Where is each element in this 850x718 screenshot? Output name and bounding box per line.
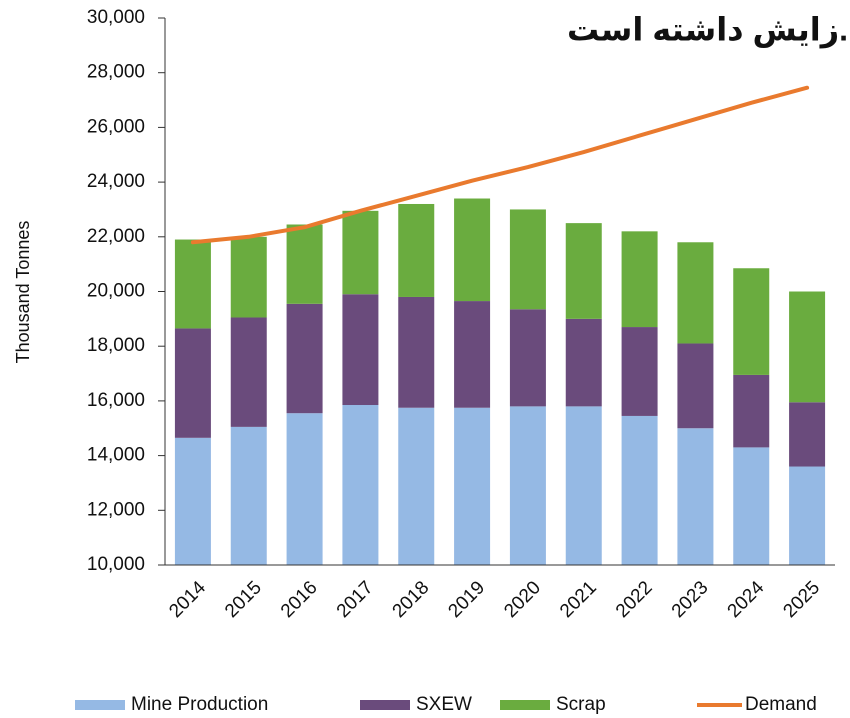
bar-segment bbox=[509, 309, 546, 407]
bar-segment bbox=[565, 318, 602, 407]
bar-segment bbox=[621, 415, 658, 565]
bar-segment bbox=[174, 239, 211, 329]
bar-segment bbox=[677, 242, 714, 344]
bar-segment bbox=[789, 291, 826, 403]
y-tick-label: 18,000 bbox=[87, 335, 145, 356]
bar-segment bbox=[454, 301, 491, 408]
legend-label: SXEW bbox=[416, 694, 472, 715]
bar-segment bbox=[230, 426, 267, 565]
bar-segment bbox=[342, 210, 379, 295]
bar-segment bbox=[677, 343, 714, 429]
bar-segment bbox=[733, 447, 770, 565]
bar-segment bbox=[454, 198, 491, 302]
bar-segment bbox=[286, 224, 323, 304]
bar-segment bbox=[398, 296, 435, 408]
y-tick-label: 14,000 bbox=[87, 445, 145, 466]
bar-segment bbox=[789, 466, 826, 565]
bar-segment bbox=[230, 236, 267, 318]
chart-title: زایش داشته است. bbox=[567, 11, 848, 48]
bar-segment bbox=[286, 303, 323, 414]
bar-segment bbox=[454, 407, 491, 565]
bar-segment bbox=[733, 374, 770, 448]
y-axis-label: Thousand Tonnes bbox=[13, 221, 33, 364]
bar-segment bbox=[733, 268, 770, 375]
y-tick-label: 16,000 bbox=[87, 390, 145, 411]
bar-segment bbox=[174, 328, 211, 438]
bar-segment bbox=[174, 437, 211, 565]
bar-segment bbox=[789, 402, 826, 467]
y-tick-label: 24,000 bbox=[87, 171, 145, 192]
legend-swatch bbox=[75, 700, 125, 710]
bar-segment bbox=[342, 405, 379, 565]
y-tick-label: 30,000 bbox=[87, 7, 145, 28]
y-tick-label: 10,000 bbox=[87, 554, 145, 575]
bar-segment bbox=[342, 294, 379, 406]
bar-segment bbox=[509, 406, 546, 565]
y-tick-label: 20,000 bbox=[87, 281, 145, 302]
legend-swatch bbox=[500, 700, 550, 710]
line bbox=[190, 85, 810, 245]
legend-label: Demand bbox=[745, 694, 817, 715]
bar-segment bbox=[398, 203, 435, 297]
bar-segment bbox=[565, 223, 602, 319]
y-tick-label: 22,000 bbox=[87, 226, 145, 247]
bar-segment bbox=[621, 231, 658, 328]
legend-label: Scrap bbox=[556, 694, 606, 715]
y-tick-label: 26,000 bbox=[87, 116, 145, 137]
legend-label: Mine Production bbox=[131, 694, 268, 715]
bar-segment bbox=[677, 428, 714, 565]
y-tick-label: 12,000 bbox=[87, 499, 145, 520]
bar-segment bbox=[286, 413, 323, 565]
bar-segment bbox=[509, 209, 546, 310]
legend-swatch bbox=[360, 700, 410, 710]
bar-segment bbox=[230, 317, 267, 427]
bar-segment bbox=[565, 406, 602, 565]
bar-segment bbox=[621, 327, 658, 416]
y-tick-label: 28,000 bbox=[87, 62, 145, 83]
bar-segment bbox=[398, 407, 435, 565]
